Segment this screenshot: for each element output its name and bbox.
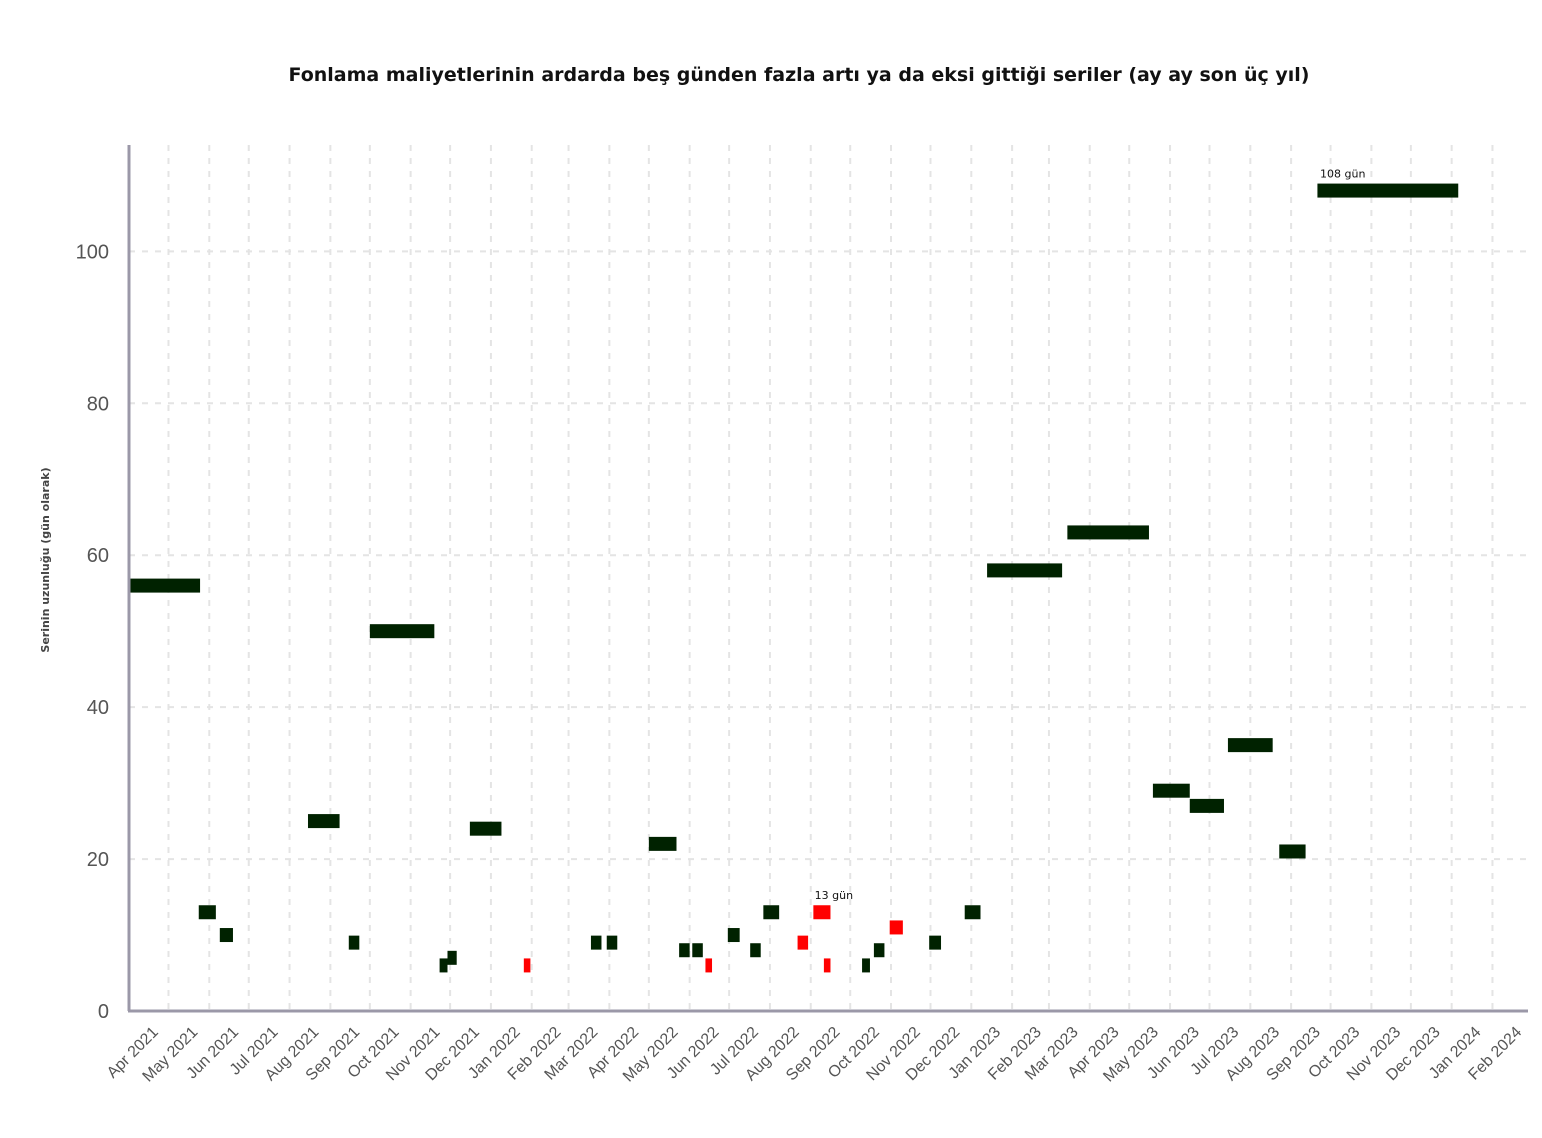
annotations: 13 gün 108 gün — [815, 167, 1366, 902]
minus-streak-bar — [705, 958, 713, 973]
streak-segments — [129, 183, 1459, 973]
plus-streak-bar — [987, 563, 1063, 578]
plus-streak-bar — [469, 821, 502, 836]
annotation-label: 108 gün — [1320, 167, 1365, 180]
plus-streak-bar — [1227, 738, 1273, 753]
minus-streak-bar — [523, 958, 531, 973]
plus-streak-bar — [1279, 844, 1306, 859]
plus-streak-bar — [307, 814, 340, 829]
y-tick-label: 60 — [87, 545, 109, 567]
plus-streak-bar — [198, 905, 216, 920]
y-tick-label: 40 — [87, 697, 109, 719]
plus-streak-bar — [219, 928, 233, 943]
plus-streak-bar — [862, 958, 870, 973]
plus-streak-bar — [1189, 798, 1224, 813]
y-axis-ticks: 0 20 40 60 80 100 — [76, 241, 109, 1023]
plus-streak-bar — [964, 905, 981, 920]
plus-streak-bar — [606, 935, 618, 950]
y-tick-label: 20 — [87, 849, 109, 871]
y-tick-label: 0 — [98, 1001, 109, 1023]
plus-streak-bar — [129, 578, 201, 593]
plus-streak-bar — [1152, 783, 1190, 798]
plus-streak-bar — [763, 905, 780, 920]
grid-lines — [129, 145, 1528, 1011]
plus-streak-bar — [750, 943, 761, 958]
y-axis-label: Serinin uzunluğu (gün olarak) — [39, 467, 52, 652]
plus-streak-bar — [439, 958, 448, 973]
plus-streak-bar — [1317, 183, 1459, 198]
plus-streak-bar — [873, 943, 885, 958]
plus-streak-bar — [447, 950, 457, 965]
minus-streak-bar — [797, 935, 809, 950]
plus-streak-bar — [727, 928, 740, 943]
plus-streak-bar — [679, 943, 690, 958]
minus-streak-bar — [813, 905, 831, 920]
plus-streak-bar — [1067, 525, 1149, 540]
annotation-label: 13 gün — [815, 889, 853, 902]
plus-streak-bar — [648, 836, 677, 851]
minus-streak-bar — [823, 958, 831, 973]
plus-streak-bar — [692, 943, 703, 958]
plus-streak-bar — [348, 935, 360, 950]
chart-title: Fonlama maliyetlerinin ardarda beş günde… — [289, 64, 1310, 86]
plus-streak-bar — [929, 935, 942, 950]
y-tick-label: 100 — [76, 241, 109, 263]
plus-streak-bar — [369, 624, 435, 639]
minus-streak-bar — [889, 920, 903, 935]
plus-streak-bar — [590, 935, 602, 950]
y-tick-label: 80 — [87, 393, 109, 415]
